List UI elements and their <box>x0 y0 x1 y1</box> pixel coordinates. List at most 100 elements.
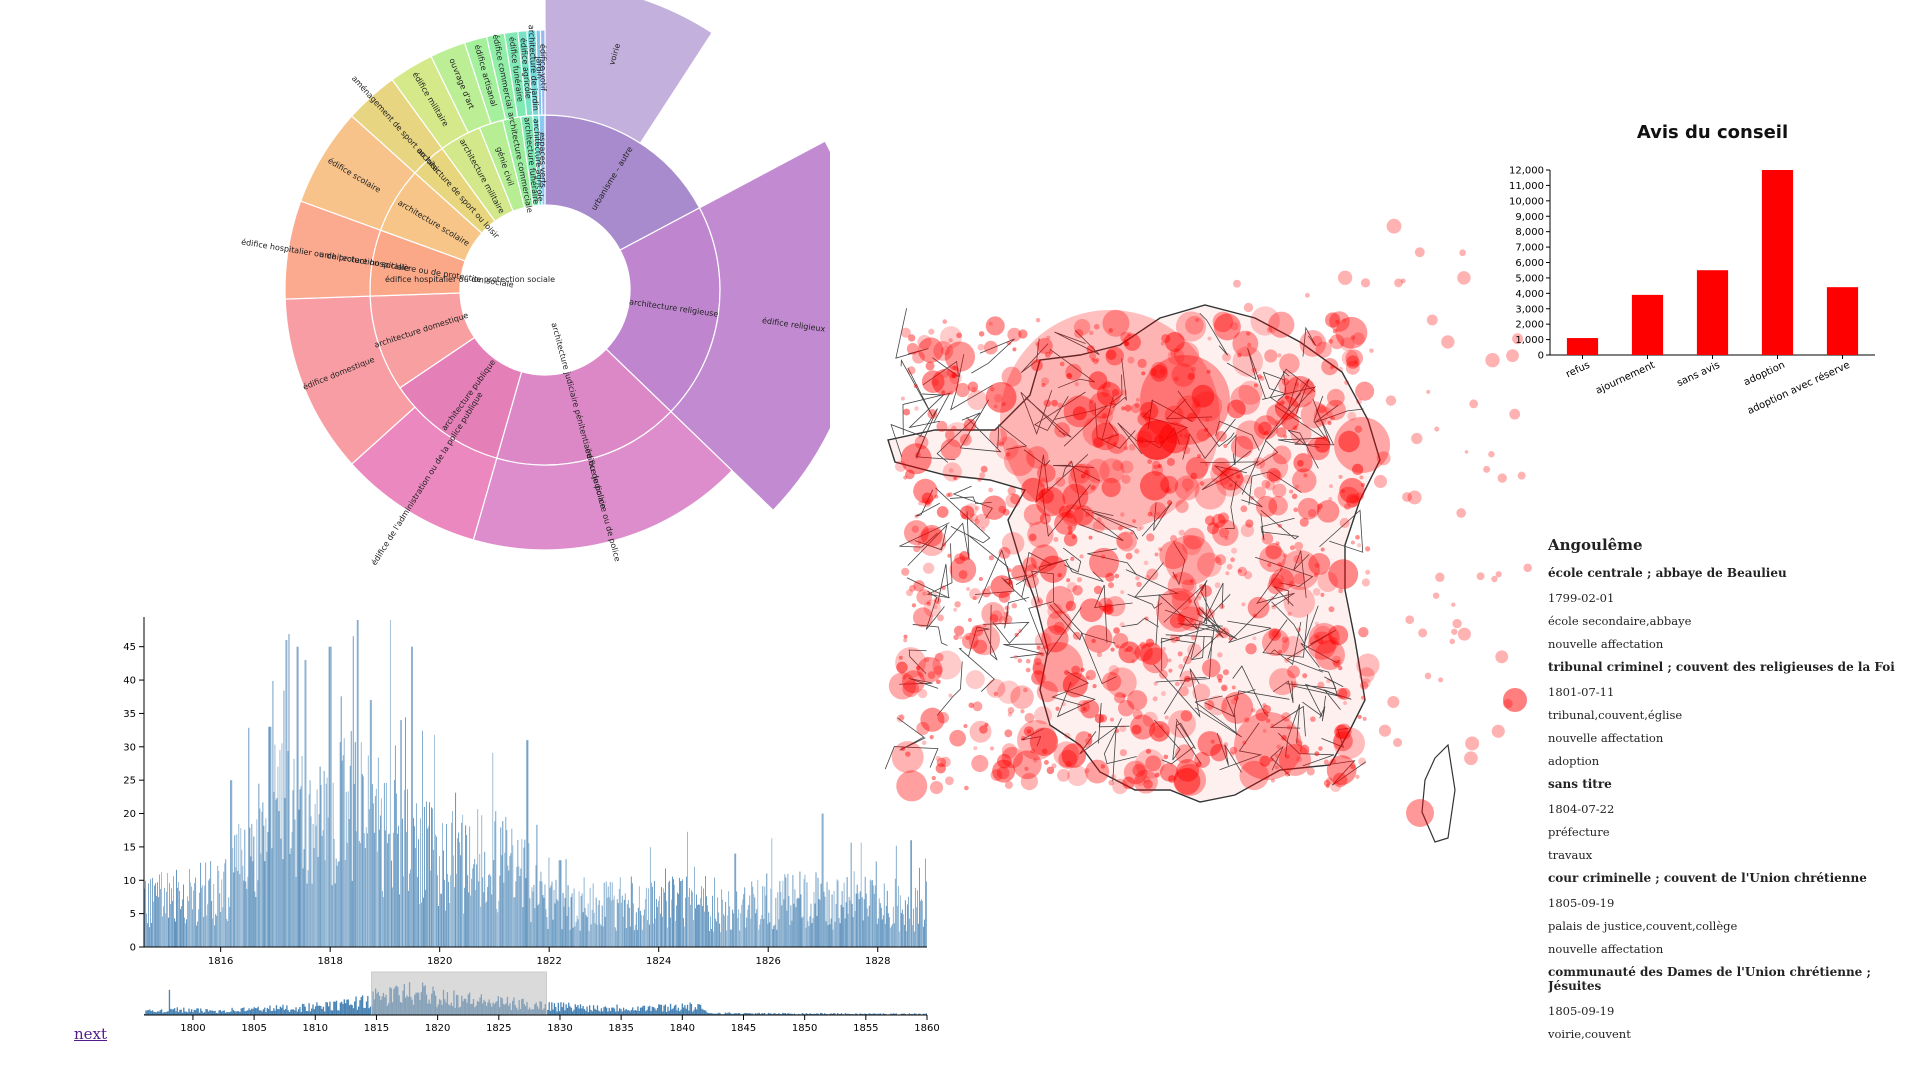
map-bubble[interactable] <box>1376 451 1391 466</box>
map-bubble[interactable] <box>1426 389 1431 394</box>
map-bubble[interactable] <box>1103 380 1112 388</box>
map-bubble[interactable] <box>1127 690 1148 711</box>
map-bubble[interactable] <box>1245 519 1254 528</box>
map-bubble[interactable] <box>998 615 1009 626</box>
map-bubble[interactable] <box>1219 466 1244 491</box>
map-bubble[interactable] <box>917 527 947 557</box>
map-bubble[interactable] <box>1127 331 1132 337</box>
map-bubble[interactable] <box>1091 422 1120 451</box>
map-bubble[interactable] <box>963 723 968 729</box>
map-bubble[interactable] <box>1232 279 1241 288</box>
map-bubble[interactable] <box>1215 633 1220 638</box>
map-bubble[interactable] <box>1314 563 1320 568</box>
map-bubble[interactable] <box>1173 376 1179 382</box>
map-bubble[interactable] <box>987 585 992 590</box>
map-bubble[interactable] <box>1315 640 1345 670</box>
map-bubble[interactable] <box>1057 402 1063 408</box>
map-bubble[interactable] <box>1128 443 1136 451</box>
map-bubble[interactable] <box>932 650 962 680</box>
map-bubble[interactable] <box>1161 646 1166 652</box>
map-bubble[interactable] <box>1402 492 1413 502</box>
map-bubble[interactable] <box>1152 696 1158 702</box>
map-bubble[interactable] <box>993 691 998 696</box>
map-bubble[interactable] <box>1325 399 1346 421</box>
map-bubble[interactable] <box>1386 218 1402 234</box>
map-bubble[interactable] <box>951 425 957 432</box>
map-bubble[interactable] <box>933 665 943 675</box>
map-bubble[interactable] <box>1299 379 1315 395</box>
map-bubble[interactable] <box>895 647 927 678</box>
map-bubble[interactable] <box>1169 634 1179 643</box>
map-bubble[interactable] <box>1000 310 1220 530</box>
map-bubble[interactable] <box>933 341 954 361</box>
map-bubble[interactable] <box>1131 659 1136 664</box>
map-bubble[interactable] <box>952 365 958 370</box>
map-bubble[interactable] <box>1355 381 1375 401</box>
map-bubble[interactable] <box>1185 456 1209 480</box>
map-bubble[interactable] <box>1302 673 1308 679</box>
map-bubble[interactable] <box>1131 724 1142 735</box>
map-bubble[interactable] <box>1230 751 1235 757</box>
map-bubble[interactable] <box>916 589 933 605</box>
map-bubble[interactable] <box>1180 709 1193 722</box>
map-bubble[interactable] <box>935 679 941 685</box>
map-bubble[interactable] <box>1338 366 1344 372</box>
map-bubble[interactable] <box>1178 606 1204 631</box>
map-bubble[interactable] <box>1187 599 1193 604</box>
map-bubble[interactable] <box>1451 602 1456 607</box>
map-bubble[interactable] <box>1007 712 1013 717</box>
map-bubble[interactable] <box>1456 508 1467 518</box>
map-bubble[interactable] <box>1338 665 1343 671</box>
map-bubble[interactable] <box>920 524 943 547</box>
map-bubble[interactable] <box>1041 383 1046 388</box>
map-bubble[interactable] <box>958 570 968 579</box>
map-bubble[interactable] <box>1103 605 1113 615</box>
map-bubble[interactable] <box>1096 517 1102 522</box>
map-bubble[interactable] <box>1326 679 1331 684</box>
map-bubble[interactable] <box>1088 535 1093 540</box>
map-bubble[interactable] <box>1125 552 1133 560</box>
map-bubble[interactable] <box>1217 652 1223 658</box>
map-bubble[interactable] <box>955 382 970 398</box>
map-bubble[interactable] <box>1253 415 1279 440</box>
map-bubble[interactable] <box>1018 628 1023 633</box>
map-bubble[interactable] <box>1305 292 1310 298</box>
map-bubble[interactable] <box>1361 695 1366 700</box>
map-bubble[interactable] <box>1296 740 1303 747</box>
map-bubble[interactable] <box>1243 302 1254 313</box>
map-bubble[interactable] <box>1232 330 1259 357</box>
map-bubble[interactable] <box>1184 675 1191 683</box>
map-bubble[interactable] <box>1265 480 1276 491</box>
map-bubble[interactable] <box>1266 718 1271 723</box>
map-bubble[interactable] <box>1173 574 1178 579</box>
map-bubble[interactable] <box>942 319 948 324</box>
map-bubble[interactable] <box>965 635 970 641</box>
map-bubble[interactable] <box>1378 724 1392 737</box>
map-bubble[interactable] <box>949 729 966 747</box>
map-bubble[interactable] <box>1046 610 1072 636</box>
map-bubble[interactable] <box>921 492 934 505</box>
map-bubble[interactable] <box>1326 388 1345 407</box>
map-bubble[interactable] <box>922 562 935 574</box>
map-bubble[interactable] <box>1132 650 1137 655</box>
map-bubble[interactable] <box>1130 403 1141 414</box>
map-bubble[interactable] <box>1023 687 1028 693</box>
map-bubble[interactable] <box>1196 606 1205 615</box>
map-bubble[interactable] <box>1071 665 1081 675</box>
map-bubble[interactable] <box>1283 586 1316 618</box>
map-bubble[interactable] <box>1118 641 1141 664</box>
map-bubble[interactable] <box>969 588 981 600</box>
map-bubble[interactable] <box>1046 766 1055 775</box>
map-bubble[interactable] <box>1196 428 1210 442</box>
map-bubble[interactable] <box>1194 752 1211 768</box>
map-bubble[interactable] <box>1194 403 1200 409</box>
map-bubble[interactable] <box>940 756 951 768</box>
map-bubble[interactable] <box>1259 755 1271 767</box>
map-bubble[interactable] <box>1318 746 1323 751</box>
map-bubble[interactable] <box>1027 521 1054 548</box>
map-bubble[interactable] <box>1266 327 1273 333</box>
map-bubble[interactable] <box>1296 627 1302 632</box>
map-bubble[interactable] <box>1101 477 1121 498</box>
map-bubble[interactable] <box>998 546 1011 559</box>
map-bubble[interactable] <box>1134 548 1140 554</box>
